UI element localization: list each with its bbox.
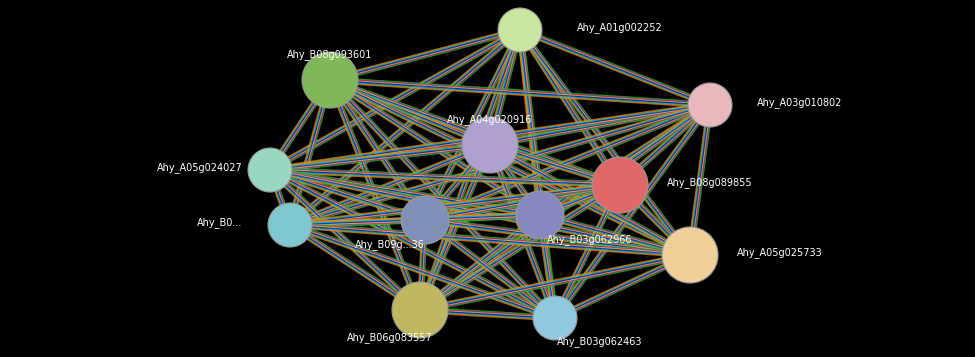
Text: Ahy_A04g020916: Ahy_A04g020916	[448, 115, 532, 125]
Circle shape	[516, 191, 564, 239]
Text: Ahy_B08g093601: Ahy_B08g093601	[288, 50, 372, 60]
Text: Ahy_B03g062966: Ahy_B03g062966	[547, 235, 633, 246]
Text: Ahy_A05g024027: Ahy_A05g024027	[157, 162, 243, 174]
Text: Ahy_B06g083557: Ahy_B06g083557	[347, 333, 433, 343]
Circle shape	[662, 227, 718, 283]
Text: Ahy_A01g002252: Ahy_A01g002252	[577, 22, 663, 34]
Text: Ahy_A03g010802: Ahy_A03g010802	[758, 97, 842, 109]
Text: Ahy_A05g025733: Ahy_A05g025733	[737, 247, 823, 258]
Circle shape	[498, 8, 542, 52]
Circle shape	[462, 117, 518, 173]
Text: Ahy_B0...: Ahy_B0...	[197, 217, 243, 228]
Circle shape	[392, 282, 448, 338]
Circle shape	[592, 157, 648, 213]
Circle shape	[302, 52, 358, 108]
Text: Ahy_B03g062463: Ahy_B03g062463	[558, 337, 643, 347]
Text: Ahy_B08g089855: Ahy_B08g089855	[667, 177, 753, 188]
Circle shape	[688, 83, 732, 127]
Circle shape	[401, 196, 449, 244]
Circle shape	[248, 148, 292, 192]
Circle shape	[268, 203, 312, 247]
Circle shape	[533, 296, 577, 340]
Text: Ahy_B09g...36: Ahy_B09g...36	[355, 240, 425, 251]
